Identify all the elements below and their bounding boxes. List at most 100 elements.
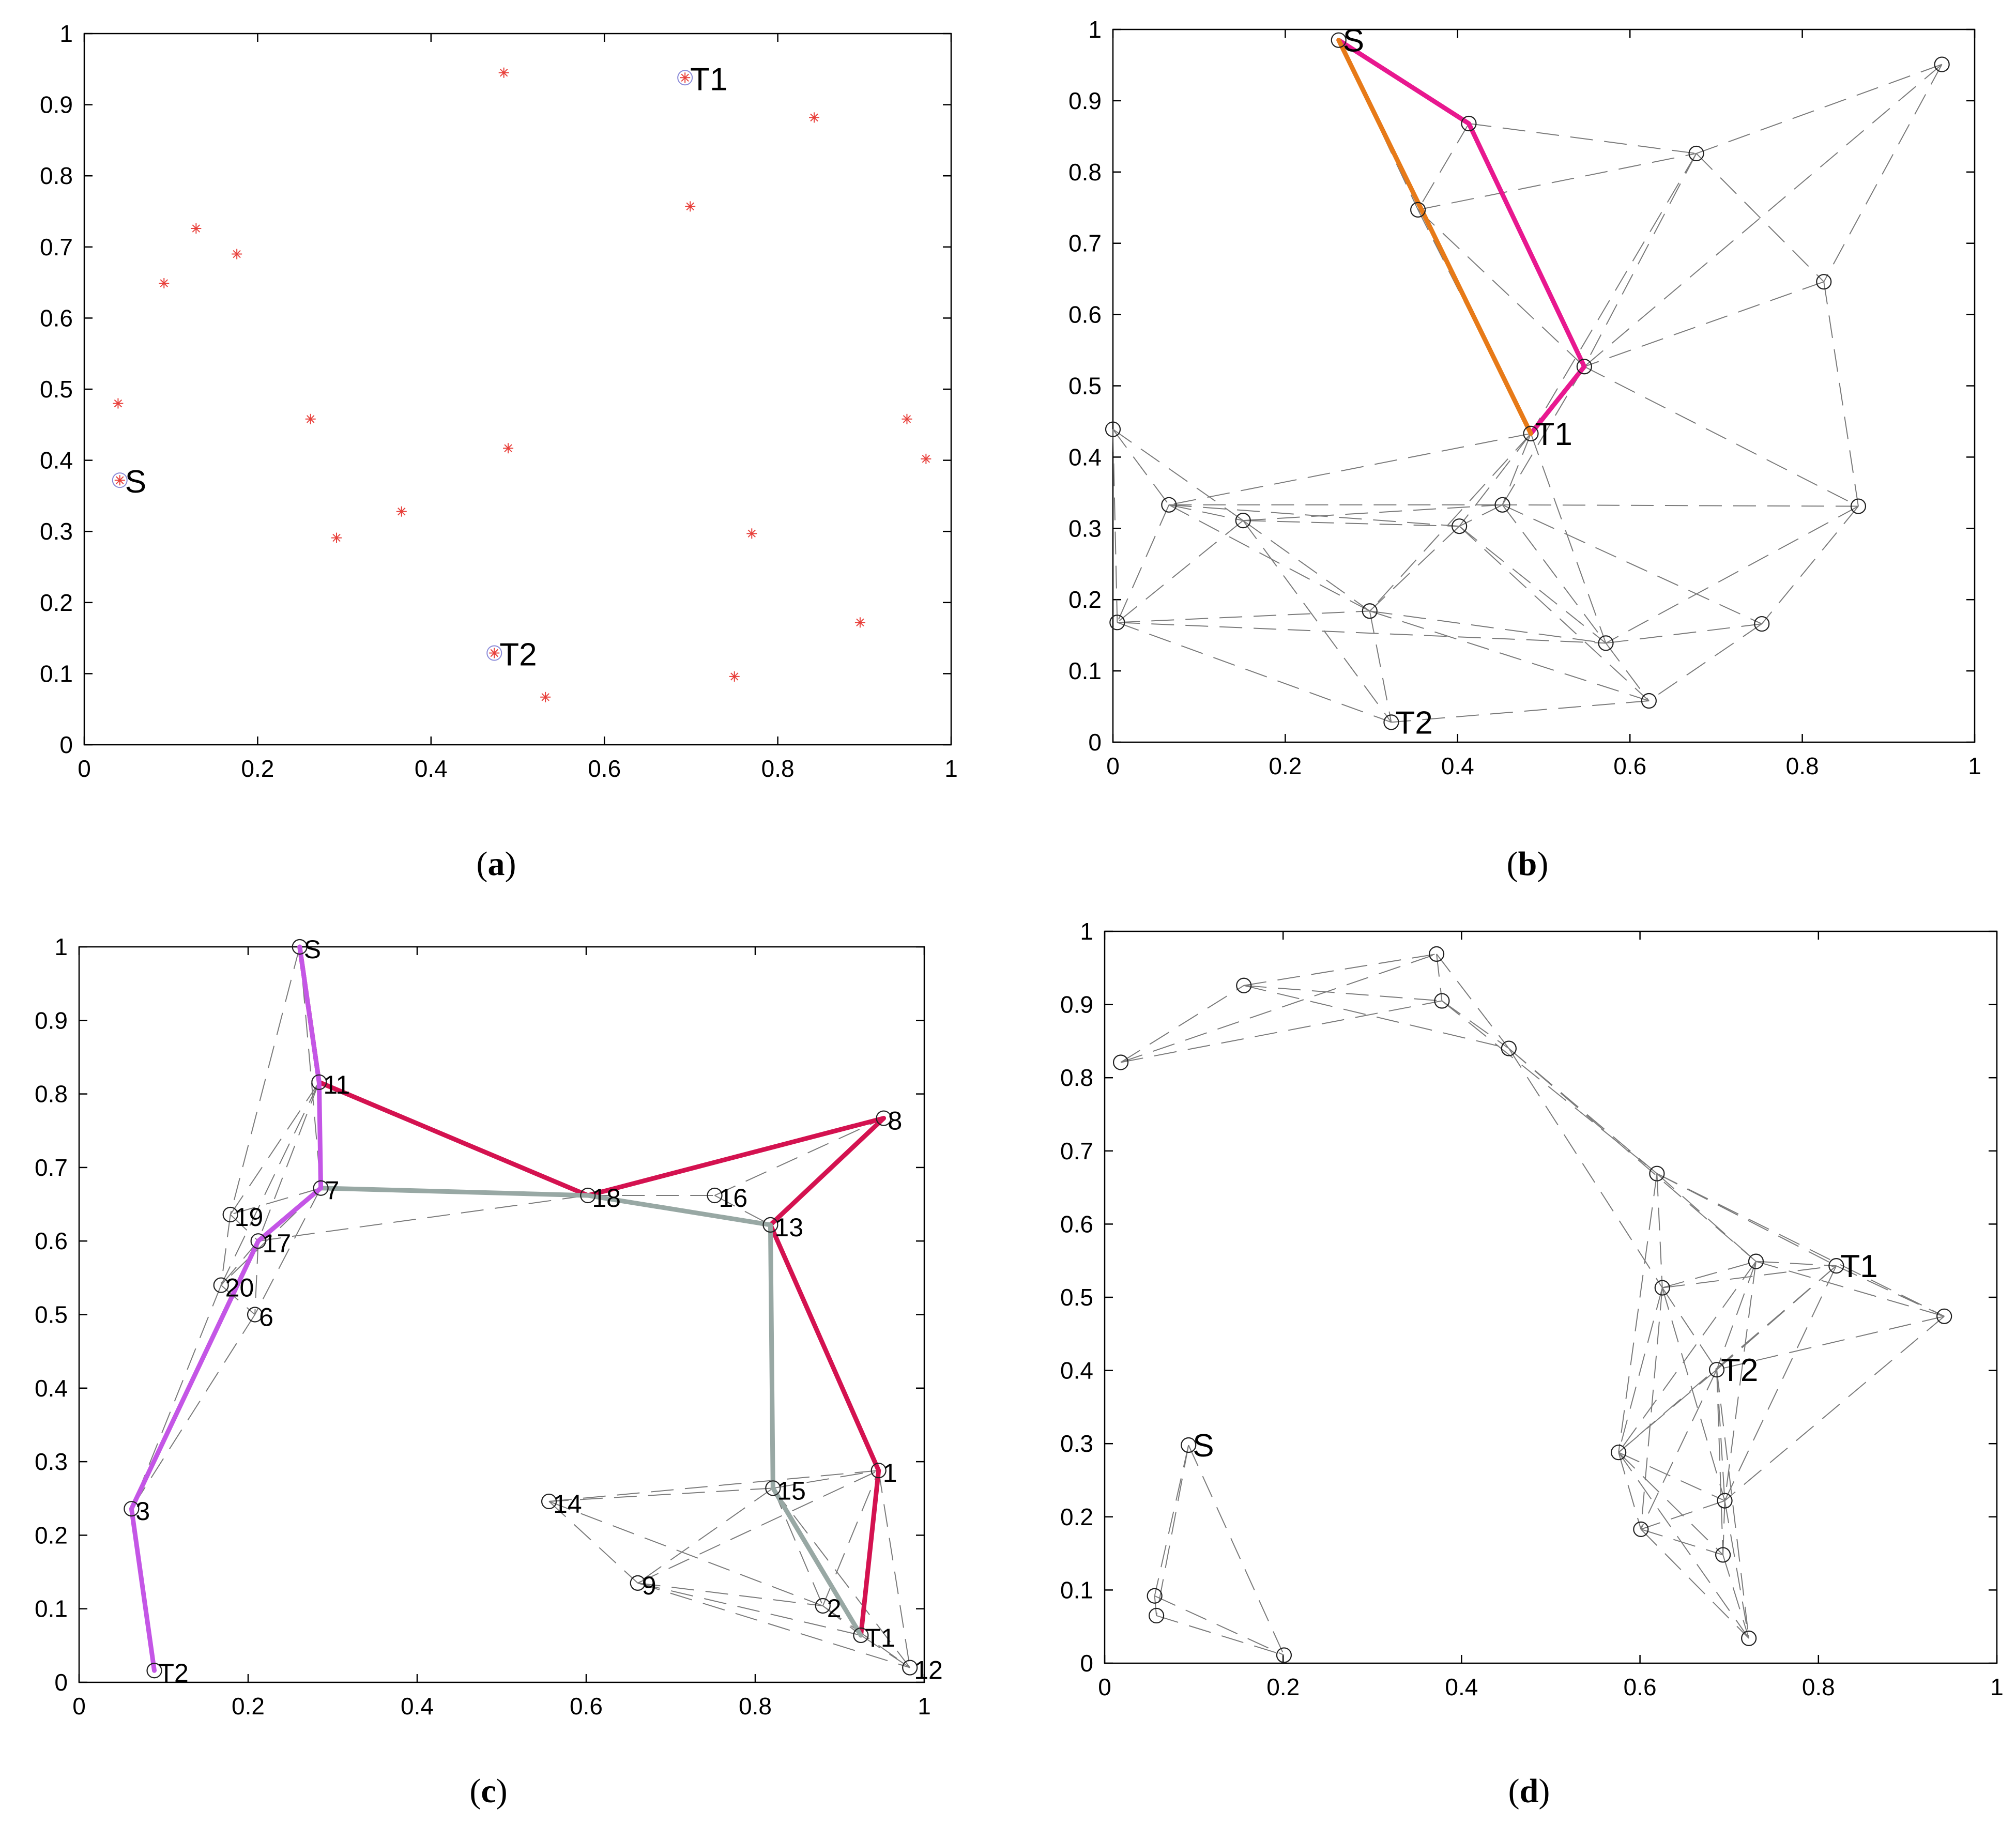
node [1434,993,1450,1009]
labeled-point-S [114,475,125,486]
x-tick-label: 0 [1106,753,1120,779]
y-tick-label: 0.6 [1068,301,1102,328]
y-tick-label: 0.3 [40,518,73,545]
edge [1716,1261,1757,1370]
edge [1641,1500,1725,1530]
x-tick-label: 1 [918,1693,931,1720]
node [1501,1040,1517,1056]
edge [1761,505,1859,624]
edge [1391,700,1649,723]
edge [714,1117,884,1196]
node [1936,1308,1952,1324]
edge [1724,1500,1750,1639]
y-tick-label: 1 [1080,918,1093,945]
edge [1156,1445,1189,1616]
y-tick-label: 0.7 [35,1154,68,1181]
edge [1618,1369,1717,1453]
edge [1112,428,1244,521]
node-label-12: 12 [914,1656,943,1685]
node [1717,1493,1733,1509]
scatter-point [540,692,551,702]
edge [772,1487,911,1668]
node-15 [765,1480,781,1496]
scatter-point [809,112,820,123]
node [1816,274,1832,290]
node [1105,421,1121,437]
edge [1154,1595,1285,1656]
node-2 [815,1598,831,1614]
x-tick-label: 0.2 [1269,753,1302,779]
y-tick-label: 0.2 [40,589,73,616]
edge [220,1188,322,1286]
edge [131,1285,222,1509]
y-tick-label: 0.3 [1068,515,1102,542]
edge [1156,1615,1285,1656]
edges [1112,39,1943,723]
y-tick-label: 0.7 [1060,1138,1093,1164]
y-tick-label: 0.3 [35,1448,68,1475]
edge [1117,622,1392,723]
y-tick-label: 0.2 [35,1522,68,1548]
edge [1656,1173,1757,1262]
edge [1640,1369,1717,1530]
node-label-7: 7 [325,1176,340,1205]
edge [1243,504,1503,521]
x-tick-label: 0.4 [401,1693,434,1720]
scatter-point [729,671,740,682]
y-tick-label: 0.6 [40,304,73,331]
edge [637,1582,823,1607]
edge [1755,1261,1837,1267]
labeled-point-T2 [489,648,500,658]
edge [1243,520,1370,612]
edge [1716,1265,1837,1370]
y-tick-label: 0 [59,731,73,758]
node-label-3: 3 [135,1497,150,1526]
node-label-13: 13 [774,1213,803,1242]
node [1112,1054,1129,1070]
edge [1605,642,1650,701]
y-tick-label: 0 [54,1669,68,1696]
node-T1 [1828,1258,1844,1274]
edge [637,1487,773,1584]
y-tick-label: 0.1 [1068,657,1102,684]
edge [1243,520,1460,527]
scatter-point [902,413,912,424]
node [1410,202,1426,218]
node [1754,616,1770,632]
y-tick-label: 1 [1088,16,1102,43]
edge [1112,429,1170,505]
node [1850,498,1867,514]
node [1276,1647,1292,1663]
point-label-T1: T1 [690,62,727,97]
y-tick-label: 0.7 [1068,230,1102,257]
y-tick-label: 1 [54,933,68,960]
x-tick-label: 1 [1968,753,1981,779]
node-T2 [146,1663,162,1679]
x-tick-label: 0.8 [1786,753,1819,779]
edge [1459,433,1532,527]
edge [548,1501,823,1606]
edge [1584,64,1943,367]
node-label-T2: T2 [1721,1353,1758,1388]
edge [1716,1370,1750,1638]
x-tick-label: 1 [944,755,958,782]
edge [1661,1287,1725,1501]
edge [1584,281,1824,367]
edge [1640,1287,1663,1529]
node-18 [580,1187,596,1204]
x-tick-label: 0 [78,755,91,782]
edge [230,946,300,1215]
node-label-T1: T1 [865,1623,895,1652]
y-tick-label: 0.4 [1068,443,1102,470]
node-16 [707,1187,723,1204]
panel-a: 0 0.2 0.4 0.6 0.8 1 0 0.1 0.2 0.3 0.4 0.5 0.6 0.7 0.8 0… [40,20,958,883]
path-S-T1-via-n1 [1336,38,1587,436]
edge [1618,1452,1723,1556]
node-label-1: 1 [883,1459,897,1487]
edge [1696,64,1942,154]
edge [1502,504,1607,643]
x-tick-label: 0.2 [241,755,274,782]
edge [1618,1452,1725,1501]
y-tick-label: 0.3 [1060,1430,1093,1457]
